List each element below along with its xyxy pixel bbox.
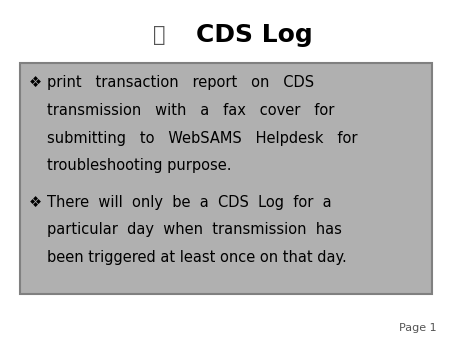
FancyBboxPatch shape <box>20 63 432 294</box>
Text: transmission   with   a   fax   cover   for: transmission with a fax cover for <box>47 103 335 118</box>
Text: CDS Log: CDS Log <box>196 23 313 48</box>
Text: ❖: ❖ <box>29 195 42 210</box>
Text: There  will  only  be  a  CDS  Log  for  a: There will only be a CDS Log for a <box>47 195 332 210</box>
Text: Page 1: Page 1 <box>399 323 436 333</box>
Text: ⎘: ⎘ <box>153 25 166 46</box>
Text: particular  day  when  transmission  has: particular day when transmission has <box>47 222 342 237</box>
Text: troubleshooting purpose.: troubleshooting purpose. <box>47 159 232 173</box>
Text: print   transaction   report   on   CDS: print transaction report on CDS <box>47 75 315 90</box>
Text: been triggered at least once on that day.: been triggered at least once on that day… <box>47 250 347 265</box>
Text: submitting   to   WebSAMS   Helpdesk   for: submitting to WebSAMS Helpdesk for <box>47 131 358 146</box>
Text: ❖: ❖ <box>29 75 42 90</box>
